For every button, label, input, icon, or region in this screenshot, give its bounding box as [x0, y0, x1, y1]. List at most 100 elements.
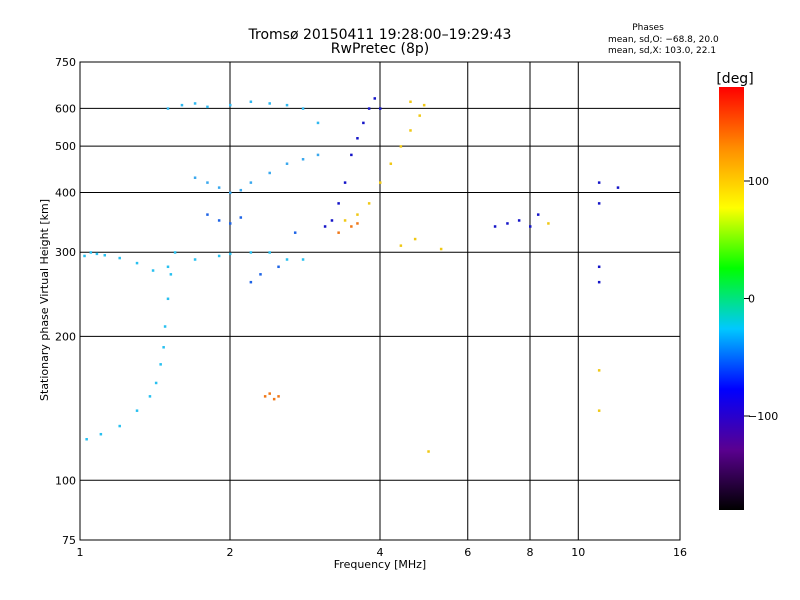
data-point: [193, 258, 197, 261]
data-point: [337, 231, 340, 234]
data-point: [135, 261, 139, 265]
data-point: [206, 105, 209, 109]
stats-line-o: mean, sd,O: −68.8, 20.0: [608, 35, 719, 45]
data-point: [301, 107, 305, 110]
y-tick-label: 100: [55, 474, 76, 487]
data-point: [272, 397, 276, 401]
data-point: [173, 251, 177, 254]
data-point: [268, 102, 271, 105]
data-point: [356, 213, 359, 216]
data-point: [268, 171, 271, 175]
data-point: [162, 346, 165, 349]
data-point: [206, 181, 209, 184]
data-points: [83, 97, 620, 453]
data-point: [389, 162, 393, 165]
y-tick-label: 400: [55, 186, 76, 199]
x-tick-label: 6: [464, 546, 471, 559]
data-point: [399, 244, 403, 247]
stats-header: Phases: [632, 23, 664, 33]
data-point: [367, 202, 371, 205]
plot-grid: [80, 62, 680, 540]
data-point: [379, 181, 382, 184]
data-point: [159, 363, 162, 366]
data-point: [268, 392, 271, 395]
data-point: [343, 181, 347, 184]
data-point: [239, 188, 243, 192]
data-point: [301, 258, 305, 261]
colorbar-title: [deg]: [716, 71, 753, 87]
data-point: [350, 153, 353, 157]
data-point: [163, 325, 167, 328]
data-point: [277, 265, 280, 269]
data-point: [506, 222, 509, 225]
x-tick-label: 1: [77, 546, 84, 559]
data-point: [285, 103, 289, 107]
data-point: [268, 251, 271, 254]
data-point: [379, 107, 382, 110]
data-point: [337, 202, 340, 205]
data-point: [343, 219, 347, 222]
chart-subtitle: RwPretec (8p): [331, 41, 429, 57]
data-point: [206, 213, 209, 216]
y-tick-label: 300: [55, 246, 76, 259]
data-point: [439, 247, 443, 251]
data-point: [316, 121, 320, 125]
data-point: [427, 450, 430, 453]
data-point: [148, 395, 152, 398]
data-point: [597, 265, 601, 269]
data-point: [249, 251, 253, 254]
data-point: [285, 258, 289, 261]
data-point: [229, 222, 232, 225]
data-point: [399, 145, 403, 148]
colorbar-tick-label: −100: [748, 410, 778, 423]
data-point: [517, 219, 521, 222]
data-point: [356, 137, 359, 140]
colorbar: [719, 87, 744, 510]
x-tick-label: 16: [673, 546, 687, 559]
data-point: [362, 121, 365, 125]
data-point: [293, 231, 297, 234]
colorbar-tick-label: 100: [748, 175, 769, 188]
y-tick-label: 600: [55, 102, 76, 115]
data-point: [193, 176, 197, 179]
data-point: [493, 225, 497, 228]
plot-frame: [79, 61, 681, 541]
data-point: [169, 273, 173, 276]
data-point: [193, 102, 197, 105]
data-point: [249, 181, 253, 184]
data-point: [151, 269, 155, 272]
data-point: [217, 254, 221, 258]
data-point: [316, 153, 320, 157]
data-point: [249, 280, 253, 284]
x-tick-label: 2: [227, 546, 234, 559]
data-point: [99, 432, 103, 436]
data-point: [103, 254, 107, 257]
data-point: [323, 225, 327, 228]
data-point: [529, 225, 532, 228]
data-point: [597, 181, 601, 184]
data-point: [285, 162, 289, 165]
data-point: [301, 158, 305, 161]
data-point: [217, 186, 221, 189]
x-tick-label: 4: [377, 546, 384, 559]
data-point: [180, 103, 184, 107]
y-tick-label: 75: [62, 534, 76, 547]
data-point: [597, 202, 601, 205]
data-point: [356, 222, 359, 225]
data-point: [89, 251, 93, 254]
chart-title: Tromsø 20150411 19:28:00–19:29:43: [248, 27, 512, 43]
data-point: [418, 114, 421, 117]
data-point: [536, 213, 540, 216]
data-point: [118, 424, 121, 428]
data-point: [118, 256, 121, 260]
data-point: [413, 237, 417, 241]
data-point: [409, 129, 412, 132]
data-point: [409, 100, 412, 104]
x-tick-label: 8: [527, 546, 534, 559]
data-point: [259, 273, 262, 276]
data-point: [597, 369, 601, 372]
y-tick-label: 500: [55, 140, 76, 153]
data-point: [350, 225, 353, 228]
data-point: [135, 409, 139, 412]
